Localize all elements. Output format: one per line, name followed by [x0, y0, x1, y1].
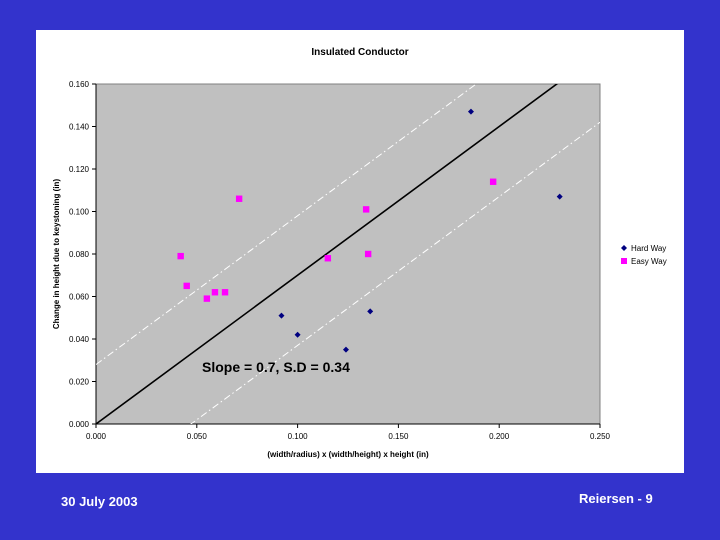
- easy-way-point: [489, 178, 497, 185]
- hard-way-point: [556, 193, 563, 200]
- footer-page-number: Reiersen - 9: [579, 491, 653, 506]
- x-tick-label: 0.250: [590, 432, 611, 441]
- easy-way-point: [235, 195, 243, 202]
- hard-way-point: [278, 312, 285, 319]
- data-points: [177, 108, 563, 353]
- legend-easy-way-marker: [621, 258, 627, 264]
- y-tick-label: 0.040: [69, 335, 90, 344]
- legend-label: Easy Way: [631, 257, 667, 266]
- y-axis-ticks: 0.000 0.020 0.040 0.060 0.080 0.100 0.120 0.140…: [69, 80, 96, 429]
- y-tick-label: 0.020: [69, 378, 90, 387]
- easy-way-point: [221, 289, 229, 296]
- y-tick-label: 0.100: [69, 208, 90, 217]
- easy-way-point: [324, 255, 332, 262]
- scatter-chart: Insulated Conductor 0.000 0.050 0.100 0.150…: [52, 47, 667, 459]
- x-tick-label: 0.150: [388, 432, 409, 441]
- x-tick-label: 0.050: [187, 432, 208, 441]
- x-tick-label: 0.100: [288, 432, 309, 441]
- fit-lines: [96, 84, 600, 424]
- hard-way-point: [294, 331, 301, 338]
- y-axis-label: Change in height due to keystoning (in): [52, 179, 61, 330]
- hard-way-point: [467, 108, 474, 115]
- x-tick-label: 0.200: [489, 432, 510, 441]
- easy-way-point: [183, 282, 190, 290]
- y-tick-label: 0.000: [69, 420, 90, 429]
- footer-date: 30 July 2003: [61, 494, 138, 509]
- hard-way-point: [367, 308, 374, 315]
- slide-panel: Insulated Conductor 0.000 0.050 0.100 0.150…: [36, 30, 684, 473]
- x-axis-ticks: 0.000 0.050 0.100 0.150 0.200 0.250: [86, 424, 611, 441]
- chart-title: Insulated Conductor: [311, 47, 408, 58]
- easy-way-point: [362, 206, 370, 213]
- y-tick-label: 0.060: [69, 293, 90, 302]
- y-tick-label: 0.120: [69, 165, 90, 174]
- easy-way-point: [364, 250, 372, 258]
- y-tick-label: 0.160: [69, 80, 90, 89]
- legend-hard-way-marker: [621, 245, 627, 251]
- hard-way-point: [342, 346, 349, 353]
- legend: Hard Way Easy Way: [621, 244, 667, 266]
- easy-way-point: [203, 295, 211, 302]
- fit-line: [96, 84, 559, 424]
- easy-way-point: [177, 252, 184, 260]
- easy-way-point: [211, 289, 219, 296]
- x-tick-label: 0.000: [86, 432, 107, 441]
- y-tick-label: 0.080: [69, 250, 90, 259]
- x-axis-label: (width/radius) x (width/height) x height…: [267, 450, 429, 459]
- slope-annotation: Slope = 0.7, S.D = 0.34: [202, 359, 350, 375]
- y-tick-label: 0.140: [69, 123, 90, 132]
- legend-label: Hard Way: [631, 244, 666, 253]
- sd-band-line: [96, 84, 478, 365]
